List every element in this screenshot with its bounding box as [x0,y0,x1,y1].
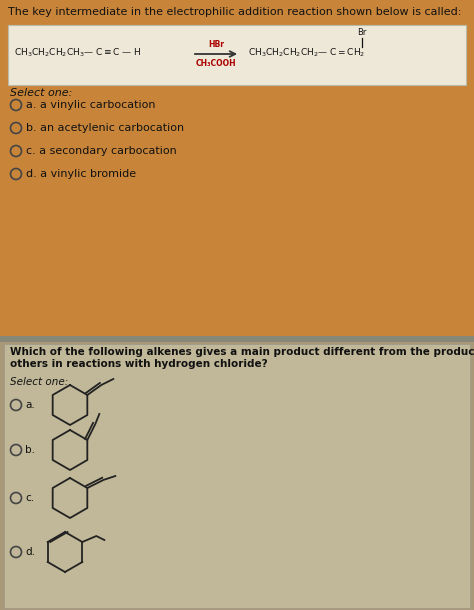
Bar [4,344,470,608]
Text: Which of the following alkenes gives a main product different from the products : Which of the following alkenes gives a m… [10,347,474,368]
Bar [0,0,474,340]
Text: c.: c. [25,493,34,503]
Text: c. a secondary carbocation: c. a secondary carbocation [26,146,177,156]
Text: CH₃COOH: CH₃COOH [196,59,237,68]
Text: b.: b. [25,445,35,455]
Text: b. an acetylenic carbocation: b. an acetylenic carbocation [26,123,184,133]
Text: Br: Br [357,28,367,37]
Text: d. a vinylic bromide: d. a vinylic bromide [26,169,136,179]
Text: d.: d. [25,547,35,557]
Text: Select one:: Select one: [10,88,73,98]
Text: a.: a. [25,400,35,410]
Text: a. a vinylic carbocation: a. a vinylic carbocation [26,100,155,110]
Bar [0,340,474,610]
Bar [0,336,474,342]
Text: CH$_3$CH$_2$CH$_2$CH$_2$— C$=$CH$_2$: CH$_3$CH$_2$CH$_2$CH$_2$— C$=$CH$_2$ [248,47,365,59]
Text: HBr: HBr [208,40,224,49]
Bar [8,25,466,85]
Text: Select one:: Select one: [10,377,68,387]
Text: CH$_3$CH$_2$CH$_2$CH$_3$— C$\equiv$C — H: CH$_3$CH$_2$CH$_2$CH$_3$— C$\equiv$C — H [14,47,142,59]
Text: The key intermediate in the electrophilic addition reaction shown below is calle: The key intermediate in the electrophili… [8,7,461,17]
